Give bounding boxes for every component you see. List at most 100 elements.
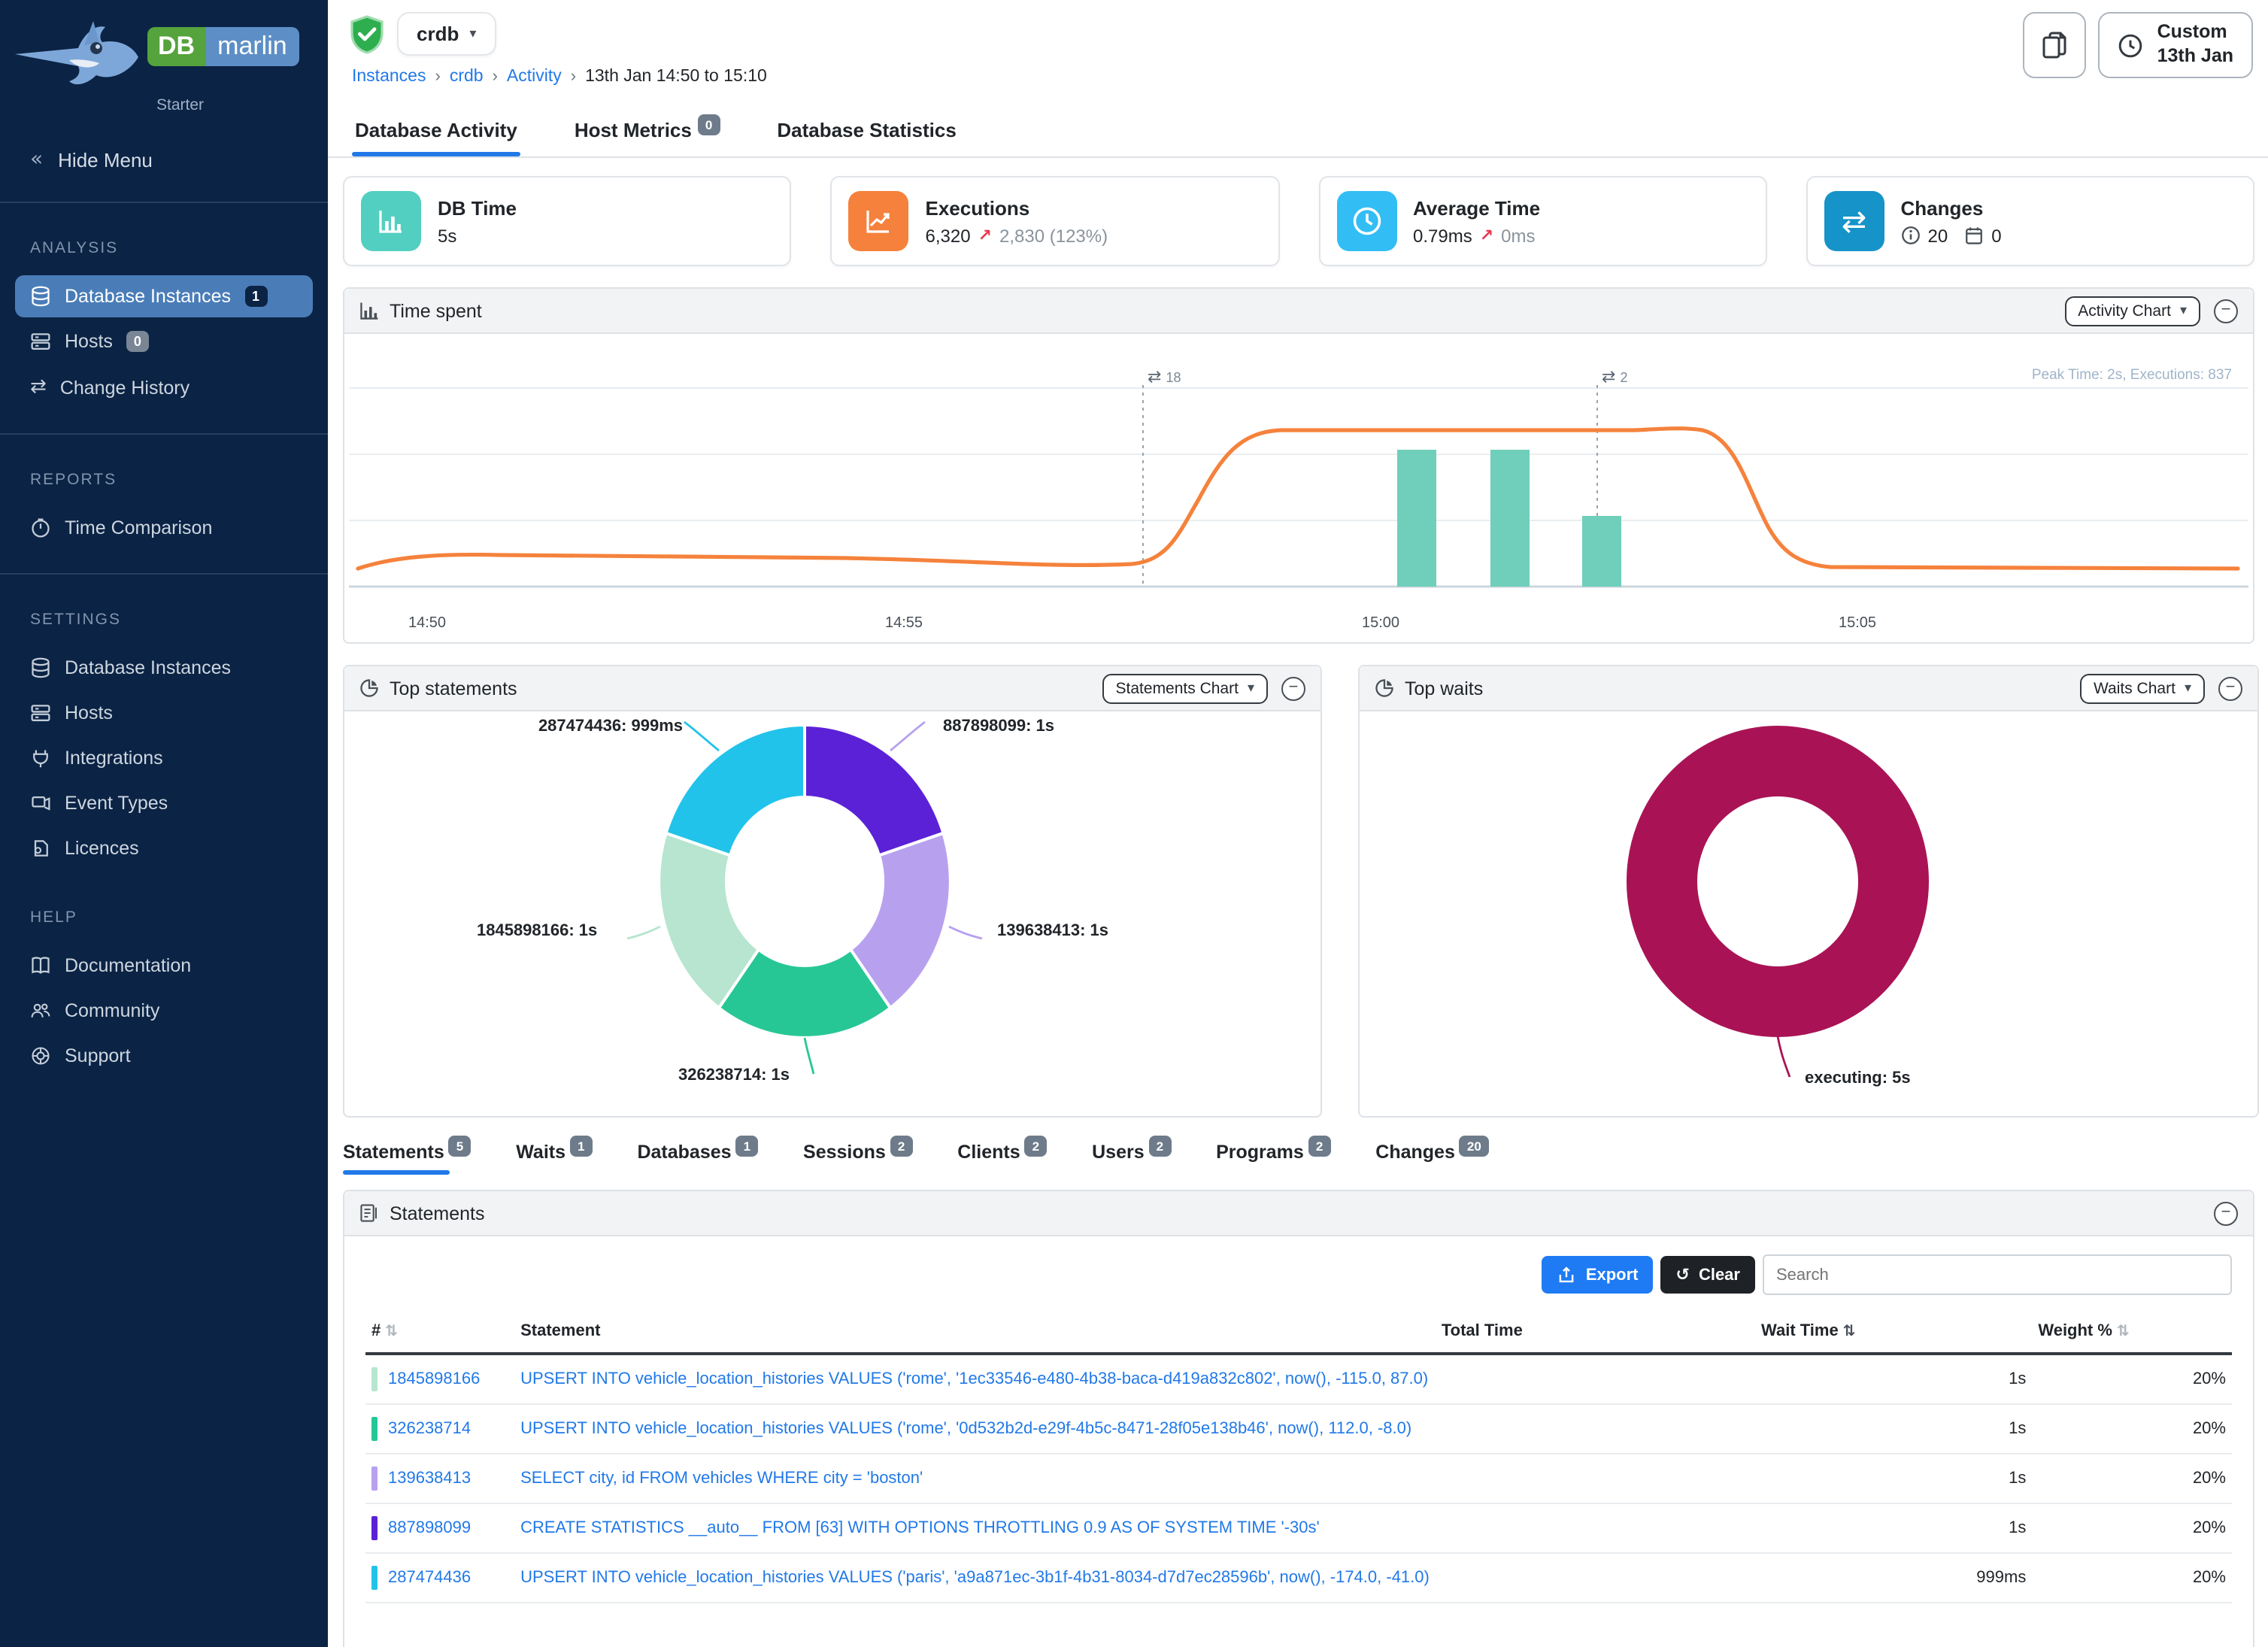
waits-donut-chart[interactable]: executing: 5s [1360,711,2257,1116]
tab-database-activity[interactable]: Database Activity [352,110,520,156]
section-title: ANALYSIS [30,239,119,257]
sidebar-item-documentation[interactable]: Documentation [15,945,313,987]
undo-icon: ↺ [1675,1265,1690,1285]
column-header-total-time[interactable]: Total Time [1435,1313,1756,1355]
top-waits-panel: Top waits Waits Chart ▾ − e [1358,665,2259,1118]
kpi-cards: DB Time 5s Executions 6,320 ↗ 2,830 (123… [328,158,2268,284]
collapse-icon[interactable]: − [2218,676,2242,700]
panel-title: Statements [390,1203,485,1224]
statement-id-link[interactable]: 887898099 [388,1519,471,1537]
instance-selector[interactable]: crdb ▾ [397,12,496,56]
activity-bar [1582,516,1621,587]
tab-programs[interactable]: Programs 2 [1216,1136,1331,1175]
change-marker[interactable]: ⇄ 2 [1602,367,1628,387]
tab-users[interactable]: Users 2 [1092,1136,1172,1175]
statement-color-swatch [371,1417,377,1441]
breadcrumb-activity[interactable]: Activity [506,68,562,86]
sidebar-item-support[interactable]: Support [15,1035,313,1077]
export-button[interactable]: Export [1542,1256,1654,1294]
tab-sessions[interactable]: Sessions 2 [803,1136,913,1175]
tab-statements[interactable]: Statements 5 [343,1136,471,1175]
line-chart-icon [848,191,909,251]
collapse-icon[interactable]: − [2214,299,2238,323]
donut-slice-139638413 [848,831,952,1011]
statements-chart-select[interactable]: Statements Chart ▾ [1102,673,1268,703]
weight-value: 20% [2032,1553,2232,1603]
sidebar-item-time-comparison[interactable]: Time Comparison [15,507,313,549]
tab-database-statistics[interactable]: Database Statistics [777,119,957,141]
column-header-weight[interactable]: Weight % ⇅ [2032,1313,2232,1355]
sidebar-item-integrations[interactable]: Integrations [15,737,313,779]
wait-time-value: 1s [1755,1454,2033,1504]
sidebar-item-settings-hosts[interactable]: Hosts [15,692,313,734]
time-range-button[interactable]: Custom 13th Jan [2098,12,2253,78]
statements-donut-chart[interactable]: 287474436: 999ms 887898099: 1s 184589816… [344,711,1320,1116]
sidebar-item-licences[interactable]: Licences [15,827,313,869]
server-icon [31,705,50,721]
collapse-icon[interactable]: − [1281,676,1305,700]
activity-chart[interactable]: Peak Time: 2s, Executions: 837 ⇄ 18 [344,334,2253,642]
clear-button[interactable]: ↺ Clear [1660,1256,1755,1294]
breadcrumb-instances[interactable]: Instances [352,68,426,86]
calendar-icon [1966,227,1983,244]
table-row: 287474436 UPSERT INTO vehicle_location_h… [365,1553,2232,1603]
donut-slice-executing [1627,726,1929,1037]
count-badge: 0 [126,331,149,352]
sidebar-item-hosts[interactable]: Hosts 0 [15,320,313,362]
column-header-statement[interactable]: Statement [514,1313,1436,1355]
column-header-wait-time[interactable]: Wait Time ⇅ [1755,1313,2033,1355]
count-badge: 5 [448,1136,471,1157]
database-icon [32,657,50,678]
logo-db: DB [147,27,206,66]
sort-icon: ⇅ [2116,1324,2130,1340]
statement-id-link[interactable]: 326238714 [388,1420,471,1438]
sidebar-item-database-instances[interactable]: Database Instances 1 [15,275,313,317]
activity-chart-select[interactable]: Activity Chart ▾ [2064,296,2200,326]
collapse-icon[interactable]: − [2214,1201,2238,1225]
copy-button[interactable] [2023,12,2087,78]
sidebar-item-change-history[interactable]: ⇄ Change History [30,376,190,399]
weight-value: 20% [2032,1454,2232,1504]
life-ring-icon [32,1047,50,1065]
section-title: HELP [30,908,77,927]
hide-menu-button[interactable]: « Hide Menu [0,114,328,203]
statement-id-link[interactable]: 139638413 [388,1470,471,1488]
chevrons-left-icon: « [30,147,44,171]
waits-chart-select[interactable]: Waits Chart ▾ [2080,673,2205,703]
sidebar-item-settings-database-instances[interactable]: Database Instances [15,647,313,689]
statement-link[interactable]: CREATE STATISTICS __auto__ FROM [63] WIT… [520,1519,1320,1537]
main-content: crdb ▾ Instances › crdb › Activity › 13t… [328,0,2268,1647]
statement-id-link[interactable]: 287474436 [388,1569,471,1587]
change-marker[interactable]: ⇄ 18 [1148,367,1181,387]
tab-clients[interactable]: Clients 2 [957,1136,1048,1175]
statement-id-link[interactable]: 1845898166 [388,1370,481,1388]
section-analysis: ANALYSIS Database Instances 1 Hosts 0 ⇄ … [0,212,328,435]
book-icon [32,957,50,974]
statement-link[interactable]: SELECT city, id FROM vehicles WHERE city… [520,1470,923,1488]
tab-host-metrics[interactable]: Host Metrics 0 [572,110,723,156]
x-tick: 15:05 [1838,615,1877,632]
breadcrumb-crdb[interactable]: crdb [449,68,484,86]
statement-link[interactable]: UPSERT INTO vehicle_location_histories V… [520,1569,1430,1587]
activity-chart-svg [349,385,2248,588]
tab-changes[interactable]: Changes 20 [1375,1136,1489,1175]
sidebar-item-event-types[interactable]: Event Types [15,782,313,824]
waits-donut-svg [1627,726,1929,1078]
tab-databases[interactable]: Databases 1 [637,1136,759,1175]
plug-icon [33,750,48,768]
chevron-down-icon: ▾ [469,26,477,41]
donut-slice-1845898166 [657,831,761,1011]
column-header-number[interactable]: # ⇅ [365,1313,515,1355]
edition-label: Starter [156,96,205,114]
statement-link[interactable]: UPSERT INTO vehicle_location_histories V… [520,1420,1412,1438]
activity-bar [1490,450,1530,587]
sidebar-item-community[interactable]: Community [15,990,313,1032]
swap-icon: ⇄ [1824,191,1884,251]
statement-link[interactable]: UPSERT INTO vehicle_location_histories V… [520,1370,1429,1388]
search-input[interactable] [1763,1254,2232,1295]
tab-waits[interactable]: Waits 1 [516,1136,593,1175]
time-spent-panel: Time spent Activity Chart ▾ − Peak Time:… [343,287,2254,644]
wait-time-value: 1s [1755,1354,2033,1405]
donut-label-139638413: 139638413: 1s [997,922,1109,940]
trend-up-icon: ↗ [1479,226,1494,245]
